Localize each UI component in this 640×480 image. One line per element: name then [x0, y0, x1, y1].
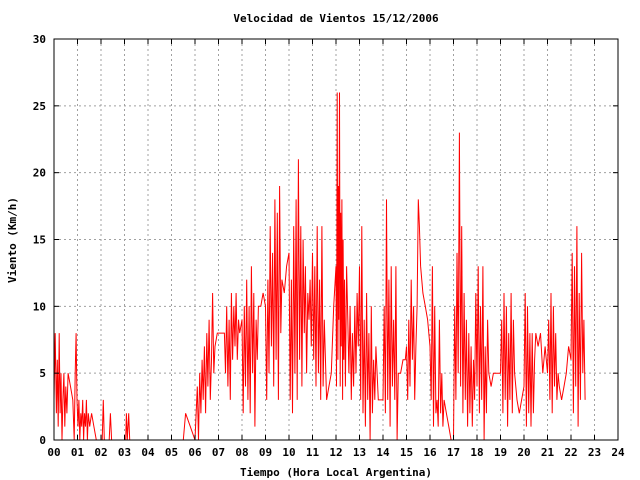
- x-tick-label: 02: [94, 446, 107, 459]
- x-tick-label: 23: [588, 446, 601, 459]
- x-tick-label: 03: [118, 446, 131, 459]
- x-tick-label: 19: [494, 446, 507, 459]
- y-tick-label: 25: [33, 100, 46, 113]
- x-tick-label: 17: [447, 446, 460, 459]
- x-tick-label: 00: [47, 446, 60, 459]
- x-tick-label: 18: [470, 446, 483, 459]
- y-tick-label: 15: [33, 234, 46, 247]
- x-tick-label: 20: [517, 446, 530, 459]
- wind-speed-line: [53, 92, 586, 441]
- axis-ticks: [53, 38, 619, 441]
- x-tick-label: 13: [353, 446, 366, 459]
- x-tick-label: 07: [212, 446, 225, 459]
- x-tick-label: 21: [541, 446, 555, 459]
- plot-area: [53, 92, 586, 441]
- x-tick-label: 10: [282, 446, 295, 459]
- y-tick-label: 30: [33, 33, 46, 46]
- chart-title: Velocidad de Vientos 15/12/2006: [233, 12, 439, 25]
- x-tick-label: 16: [423, 446, 437, 459]
- x-tick-label: 22: [564, 446, 577, 459]
- y-axis-label: Viento (Km/h): [6, 197, 19, 283]
- x-tick-label: 09: [259, 446, 272, 459]
- y-tick-label: 10: [33, 300, 46, 313]
- grid-lines: [54, 39, 618, 440]
- x-tick-label: 12: [329, 446, 342, 459]
- x-tick-label: 05: [165, 446, 178, 459]
- x-tick-label: 04: [141, 446, 155, 459]
- y-tick-label: 0: [39, 434, 46, 447]
- x-tick-label: 24: [611, 446, 625, 459]
- x-tick-label: 08: [235, 446, 248, 459]
- x-axis-label: Tiempo (Hora Local Argentina): [240, 466, 432, 479]
- y-tick-label: 5: [39, 367, 46, 380]
- x-tick-label: 15: [400, 446, 413, 459]
- x-tick-label: 11: [306, 446, 320, 459]
- x-tick-label: 06: [188, 446, 202, 459]
- y-tick-labels: 0 5 10 15 20 25 30: [33, 33, 46, 447]
- x-tick-label: 01: [71, 446, 85, 459]
- y-tick-label: 20: [33, 167, 46, 180]
- x-tick-labels: 00 01 02 03 04 05 06 07 08 09 10 11 12 13 14 15 16 17 18 19…: [47, 446, 625, 459]
- x-tick-label: 14: [376, 446, 390, 459]
